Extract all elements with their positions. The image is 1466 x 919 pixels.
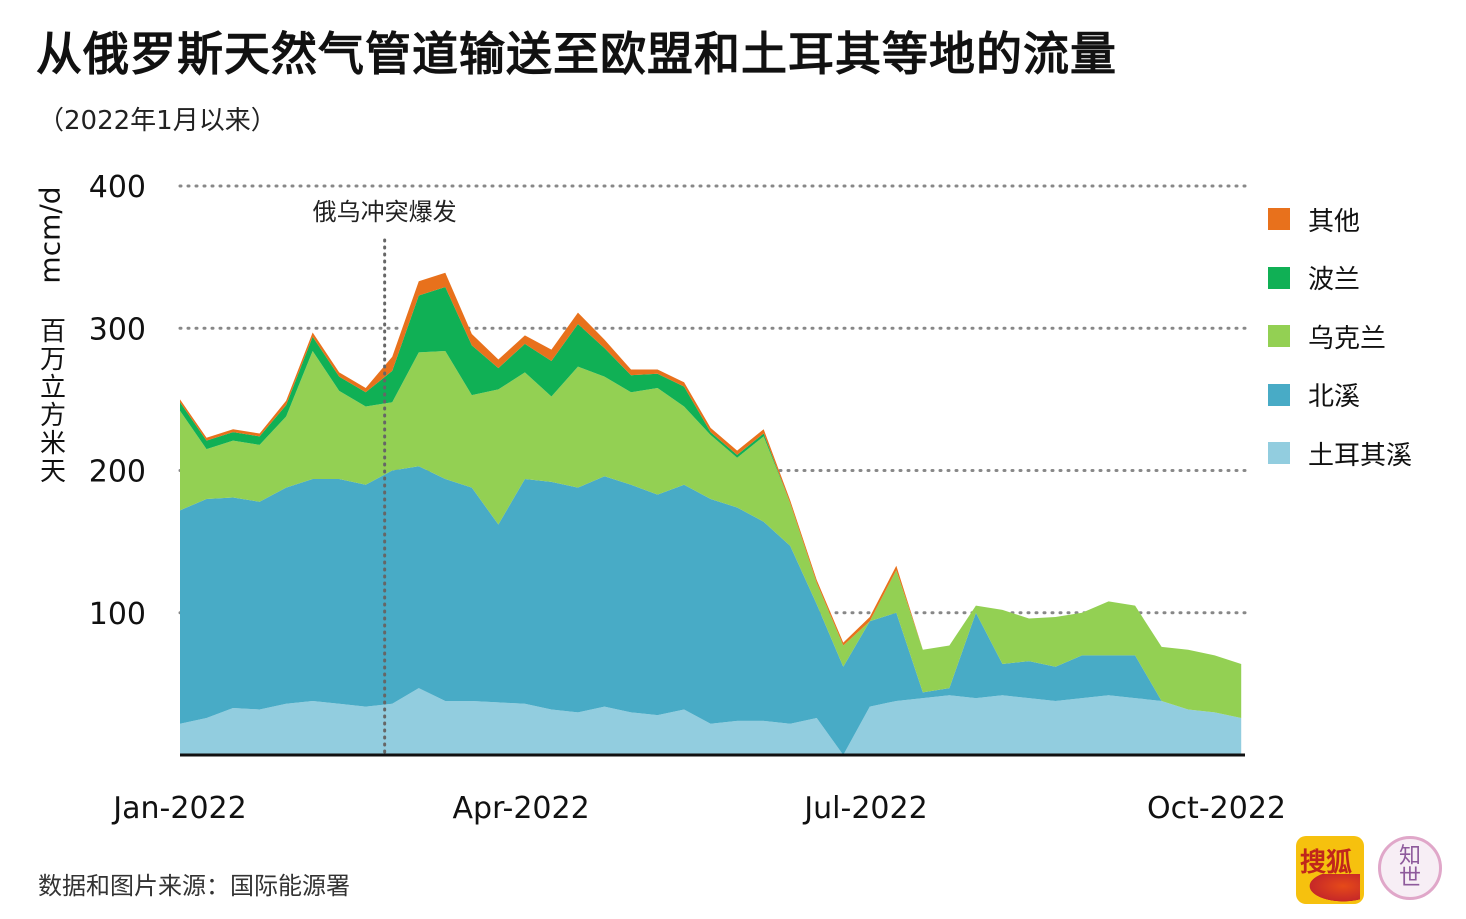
x-tick-label: Apr-2022 [453,791,590,826]
legend-swatch-ukraine [1268,325,1290,348]
sohu-logo-text: 搜狐 [1300,848,1353,878]
legend-item-turkstream: 土耳其溪 [1268,424,1412,483]
source-note: 数据和图片来源：国际能源署 [38,872,350,900]
sohu-logo: 搜狐 [1296,836,1364,904]
legend-swatch-turkstream [1268,442,1290,465]
y-tick-label-300: 300 [89,312,146,347]
zhishi-logo: 知世 [1378,836,1442,900]
chart-legend: 其他 波兰 乌克兰 北溪 土耳其溪 [1268,190,1412,483]
x-tick-label: Jan-2022 [111,791,246,826]
area-turkstream [180,688,1242,755]
zhishi-logo-text: 知世 [1398,844,1421,891]
y-axis-cn-label: 百万立方米天 [39,317,66,487]
fox-icon [1304,874,1360,904]
legend-swatch-other [1268,208,1290,231]
legend-label-other: 其他 [1308,206,1361,237]
chart-subtitle: （2022年1月以来） [38,106,277,136]
x-tick-label: Jul-2022 [802,791,927,826]
legend-label-ukraine: 乌克兰 [1308,323,1387,354]
x-tick-label: Oct-2022 [1147,791,1286,826]
legend-item-ukraine: 乌克兰 [1268,307,1412,366]
y-tick-label-200: 200 [89,455,146,490]
annotation-label: 俄乌冲突爆发 [313,198,457,226]
legend-item-other: 其他 [1268,190,1412,249]
legend-item-poland: 波兰 [1268,249,1412,308]
chart-title: 从俄罗斯天然气管道输送至欧盟和土耳其等地的流量 [36,27,1117,81]
y-tick-label-400: 400 [89,170,146,205]
area-nordstream [180,466,1242,755]
y-tick-label-100: 100 [89,597,146,632]
legend-swatch-poland [1268,266,1290,289]
legend-item-nordstream: 北溪 [1268,366,1412,425]
legend-swatch-nordstream [1268,383,1290,406]
area-ukraine [180,351,1242,719]
legend-label-turkstream: 土耳其溪 [1308,440,1413,471]
legend-label-nordstream: 北溪 [1308,382,1361,413]
legend-label-poland: 波兰 [1308,265,1361,296]
